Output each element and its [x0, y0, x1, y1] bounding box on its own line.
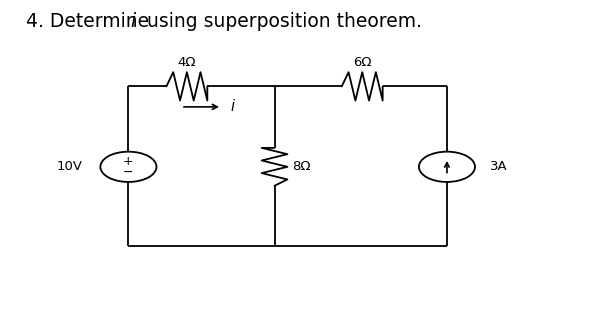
- Text: −: −: [123, 166, 134, 179]
- Text: using superposition theorem.: using superposition theorem.: [140, 12, 422, 31]
- Text: 3A: 3A: [490, 160, 507, 173]
- Text: 4. Determine: 4. Determine: [26, 12, 155, 31]
- Text: 8Ω: 8Ω: [292, 160, 310, 173]
- Text: +: +: [123, 154, 134, 168]
- Text: 10V: 10V: [57, 160, 83, 173]
- Text: 6Ω: 6Ω: [353, 56, 372, 69]
- Text: i: i: [231, 100, 235, 114]
- Text: 4Ω: 4Ω: [178, 56, 196, 69]
- Text: i: i: [130, 12, 136, 31]
